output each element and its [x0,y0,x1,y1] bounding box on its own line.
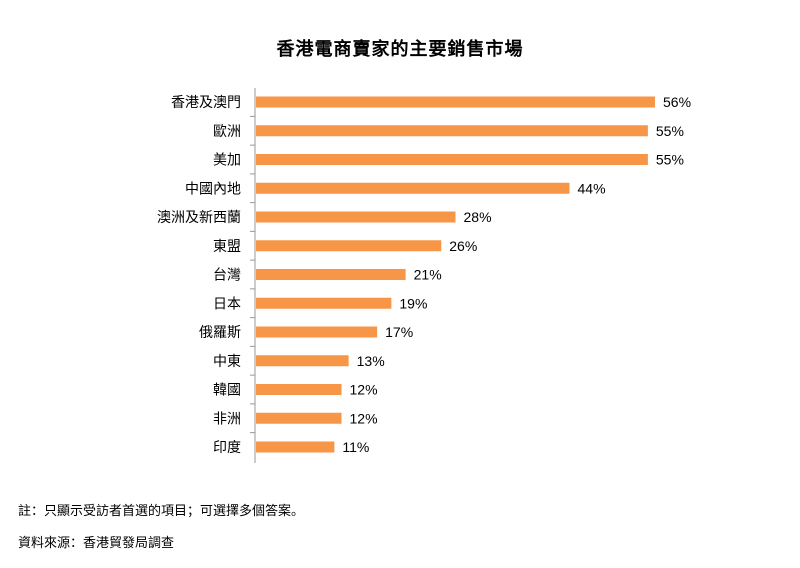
data-label: 19% [399,295,427,311]
bar [256,412,342,424]
data-label: 11% [342,439,369,455]
category-label: 日本 [213,296,241,312]
category-label: 中國內地 [185,181,241,197]
category-label: 韓國 [213,383,241,399]
bar [256,240,442,252]
data-label: 28% [464,209,492,225]
category-label: 香港及澳門 [171,95,241,111]
bar [256,384,342,395]
category-label: 台灣 [213,268,241,284]
bar [256,96,655,108]
category-label: 歐洲 [213,124,241,140]
bar [256,355,349,367]
bar-chart: 香港及澳門 56% 歐洲 55% 美加 55% 中國內地 44% 澳洲及新西蘭 28% 東盟 26% 台… [157,88,691,463]
bar [256,326,378,338]
bar [256,182,570,194]
chart-title: 香港電商賣家的主要銷售市場 [276,39,524,60]
bar [256,441,335,453]
data-label: 21% [414,267,442,283]
data-label: 44% [578,180,606,196]
category-label: 俄羅斯 [199,325,241,341]
bar [256,211,456,223]
data-label: 56% [663,94,691,110]
data-label: 26% [449,238,477,254]
bar [256,297,392,309]
category-label: 中東 [213,354,241,370]
category-label: 東盟 [213,239,241,255]
bar [256,154,648,165]
data-label: 17% [385,324,413,340]
category-label: 澳洲及新西蘭 [157,210,241,226]
category-label: 非洲 [213,411,241,427]
category-label: 美加 [213,153,241,169]
data-label: 55% [656,152,684,168]
data-label: 55% [656,123,684,139]
bar [256,269,406,280]
data-label: 12% [350,382,378,398]
footnote: 註：只顯示受訪者首選的項目；可選擇多個答案。 [18,504,305,519]
category-label: 印度 [213,440,241,456]
data-label: 13% [357,353,385,369]
data-label: 12% [350,410,378,426]
bar [256,125,648,137]
source-note: 資料來源：香港貿發局調查 [18,536,175,551]
